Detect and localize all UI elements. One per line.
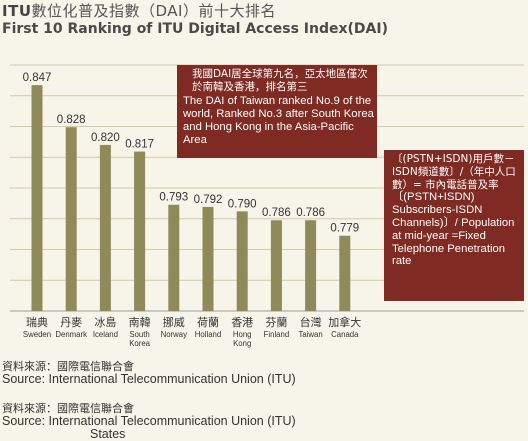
bar bbox=[168, 204, 180, 311]
x-tick-label-zh: 挪威 bbox=[163, 315, 185, 329]
definition-callout: 〔(PSTN+ISDN)用戶數－ISDN頻道數〕/（年中人口數）= 市內電話普及… bbox=[384, 150, 524, 301]
bar bbox=[270, 220, 282, 311]
callout-definition-en: 〔(PSTN+ISDN) Subscribers-ISDN Channels)〕… bbox=[392, 191, 515, 268]
bar-value-label: 0.790 bbox=[228, 198, 257, 210]
bar bbox=[31, 85, 43, 311]
bar-value-label: 0.786 bbox=[262, 207, 291, 219]
callout-taiwan-en: The DAI of Taiwan ranked No.9 of the wor… bbox=[183, 94, 374, 147]
chart-title-zh: ITU數位化普及指數（DAI）前十大排名 bbox=[2, 2, 276, 20]
x-tick-label-en: Iceland bbox=[93, 330, 118, 339]
bar-value-label: 0.792 bbox=[194, 194, 223, 206]
x-tick-label-en: Holland bbox=[195, 330, 221, 339]
x-tick-label-en: Finland bbox=[264, 330, 290, 339]
x-tick-label-zh: 瑞典 bbox=[26, 315, 48, 329]
bar-value-label: 0.817 bbox=[125, 139, 154, 151]
bar bbox=[65, 127, 77, 311]
x-tick-label-zh: 冰島 bbox=[94, 315, 116, 329]
bar bbox=[236, 211, 248, 311]
x-tick-label-en: South bbox=[129, 330, 149, 339]
taiwan-ranking-callout: 我國DAI居全球第九名，亞太地區僅次於南韓及香港，排名第三 The DAI of… bbox=[177, 65, 377, 158]
x-tick-label-zh: 南韓 bbox=[129, 316, 151, 329]
chart-title-en: First 10 Ranking of ITU Digital Access I… bbox=[2, 21, 388, 37]
x-tick-label-en: Sweden bbox=[23, 330, 51, 339]
x-tick-label-en: Korea bbox=[129, 339, 150, 348]
x-tick-label-zh: 荷蘭 bbox=[197, 316, 219, 329]
source-en: Source: International Telecommunication … bbox=[2, 372, 296, 386]
bar-value-label: 0.828 bbox=[57, 114, 86, 126]
callout-taiwan-zh: 我國DAI居全球第九名，亞太地區僅次於南韓及香港，排名第三 bbox=[192, 68, 368, 94]
x-tick-label-en: Taiwan bbox=[298, 330, 322, 339]
callout-definition-zh: 〔(PSTN+ISDN)用戶數－ISDN頻道數〕/（年中人口數）= 市內電話普及… bbox=[392, 153, 516, 191]
x-tick-label-zh: 丹麥 bbox=[60, 316, 82, 329]
bar-value-label: 0.786 bbox=[296, 207, 325, 219]
bar bbox=[339, 235, 351, 311]
x-tick-label-en: Kong bbox=[233, 339, 251, 348]
x-tick-label-en: Denmark bbox=[55, 330, 87, 339]
bar-value-label: 0.847 bbox=[23, 72, 52, 84]
source-zh: 資料來源：國際電信聯合會 bbox=[2, 402, 134, 415]
x-tick-label-en: Norway bbox=[161, 330, 188, 339]
bar-value-label: 0.793 bbox=[159, 192, 188, 204]
x-tick-label-zh: 芬蘭 bbox=[265, 316, 287, 329]
bar bbox=[202, 206, 214, 311]
source-note-2: 資料來源：國際電信聯合會 Source: International Telec… bbox=[2, 402, 296, 441]
bar bbox=[305, 220, 317, 311]
bar-value-label: 0.820 bbox=[91, 132, 120, 144]
x-tick-label-zh: 台灣 bbox=[300, 315, 322, 329]
source-en: Source: International Telecommunication … bbox=[2, 414, 296, 428]
source-zh: 資料來源：國際電信聯合會 bbox=[2, 360, 134, 373]
x-tick-label-en: Hong bbox=[233, 330, 252, 339]
source-note-1: 資料來源：國際電信聯合會 Source: International Telec… bbox=[2, 360, 296, 386]
x-tick-label-zh: 香港 bbox=[231, 316, 253, 329]
bar bbox=[99, 144, 111, 311]
source-en-extra: States bbox=[90, 427, 126, 441]
bar-value-label: 0.779 bbox=[330, 223, 359, 235]
bar bbox=[134, 151, 146, 311]
x-tick-label-en: Canada bbox=[331, 330, 359, 339]
x-tick-label-zh: 加拿大 bbox=[328, 315, 361, 329]
